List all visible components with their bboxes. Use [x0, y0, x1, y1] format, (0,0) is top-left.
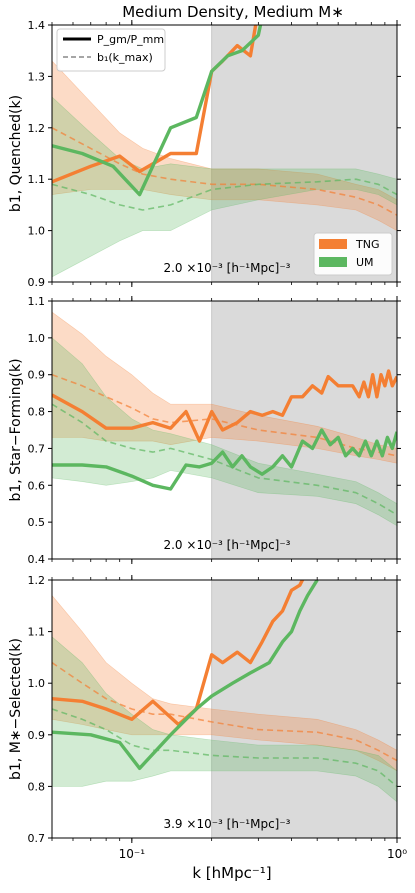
y-tick-label: 0.9 [28, 276, 46, 289]
series-um-dashed [52, 708, 397, 788]
series-um-solid [52, 428, 397, 491]
series-tng-solid [52, 25, 258, 184]
series-tng-solid [52, 369, 397, 443]
band-tng [52, 595, 397, 772]
panel-2: 0.4 0.5 0.6 0.7 0.8 0.9 1.0 1.1 b1, Star−Forming… [8, 295, 401, 566]
density-annotation: 3.9 ×10⁻³ [h⁻¹Mpc]⁻³ [163, 817, 290, 831]
x-axis-label: k [hMpc⁻¹] [192, 864, 271, 882]
legend-label: b₁(k_max) [97, 51, 153, 64]
y-tick-label: 1.0 [28, 225, 46, 238]
figure-title: Medium Density, Medium M∗ [122, 3, 344, 21]
y-tick-label: 1.4 [28, 19, 46, 32]
legend-line-style: P_gm/P_mm b₁(k_max) [56, 28, 166, 72]
y-tick-label: 0.5 [28, 516, 46, 529]
y-tick-label: 0.8 [28, 780, 46, 793]
y-tick-label: 0.4 [28, 553, 46, 566]
y-axis-label: b1, Quenched(k) [8, 95, 24, 212]
density-annotation: 2.0 ×10⁻³ [h⁻¹Mpc]⁻³ [163, 538, 290, 552]
series-um-dashed [52, 178, 397, 211]
series-tng-solid [52, 580, 305, 727]
legend-swatch-tng [319, 239, 347, 249]
y-tick-label: 0.6 [28, 479, 46, 492]
axes-frame [51, 579, 398, 839]
plot-area [52, 580, 397, 838]
y-tick-label: 1.2 [28, 122, 46, 135]
x-tick-label: 10⁰ [387, 847, 407, 861]
density-annotation: 2.0 ×10⁻³ [h⁻¹Mpc]⁻³ [163, 261, 290, 275]
y-axis-label: b1, Star−Forming(k) [8, 358, 24, 501]
legend-colors: TNG UM [313, 232, 393, 276]
y-tick-label: 1.3 [28, 70, 46, 83]
y-tick-label: 0.9 [28, 729, 46, 742]
series-tng-dashed [52, 373, 397, 457]
axes-frame [51, 24, 398, 283]
series-um-solid [52, 580, 319, 770]
y-tick-label: 1.1 [28, 295, 46, 308]
plot-area [52, 301, 397, 559]
series-um-solid [52, 25, 263, 197]
y-tick-label: 0.9 [28, 369, 46, 382]
y-tick-label: 1.0 [28, 332, 46, 345]
shaded-region [211, 580, 397, 838]
plot-area [52, 25, 397, 282]
legend-swatch-um [319, 257, 347, 267]
y-tick-label: 1.2 [28, 574, 46, 587]
y-tick-label: 0.7 [28, 442, 46, 455]
band-um [52, 636, 397, 803]
band-um [52, 96, 397, 278]
series-tng-dashed [52, 661, 397, 762]
legend-label: UM [356, 256, 374, 269]
panel-3: 0.7 0.8 0.9 1.0 1.1 1.2 10⁻¹ 10⁰ b1, M∗−Selected… [8, 574, 407, 861]
shaded-region [211, 301, 397, 559]
y-axis-label: b1, M∗−Selected(k) [8, 638, 24, 780]
panel-1: 0.9 1.0 1.1 1.2 1.3 1.4 b1, Quenched(k) 2.0 ×10… [8, 19, 401, 289]
series-um-dashed [52, 403, 397, 516]
legend-label: TNG [355, 238, 379, 251]
y-tick-label: 0.7 [28, 832, 46, 845]
y-tick-label: 1.1 [28, 626, 46, 639]
x-tick-label: 10⁻¹ [119, 847, 146, 861]
y-tick-label: 1.0 [28, 677, 46, 690]
y-tick-label: 0.8 [28, 406, 46, 419]
legend-label: P_gm/P_mm [97, 33, 164, 46]
y-tick-label: 1.1 [28, 173, 46, 186]
axes-frame [51, 300, 398, 560]
